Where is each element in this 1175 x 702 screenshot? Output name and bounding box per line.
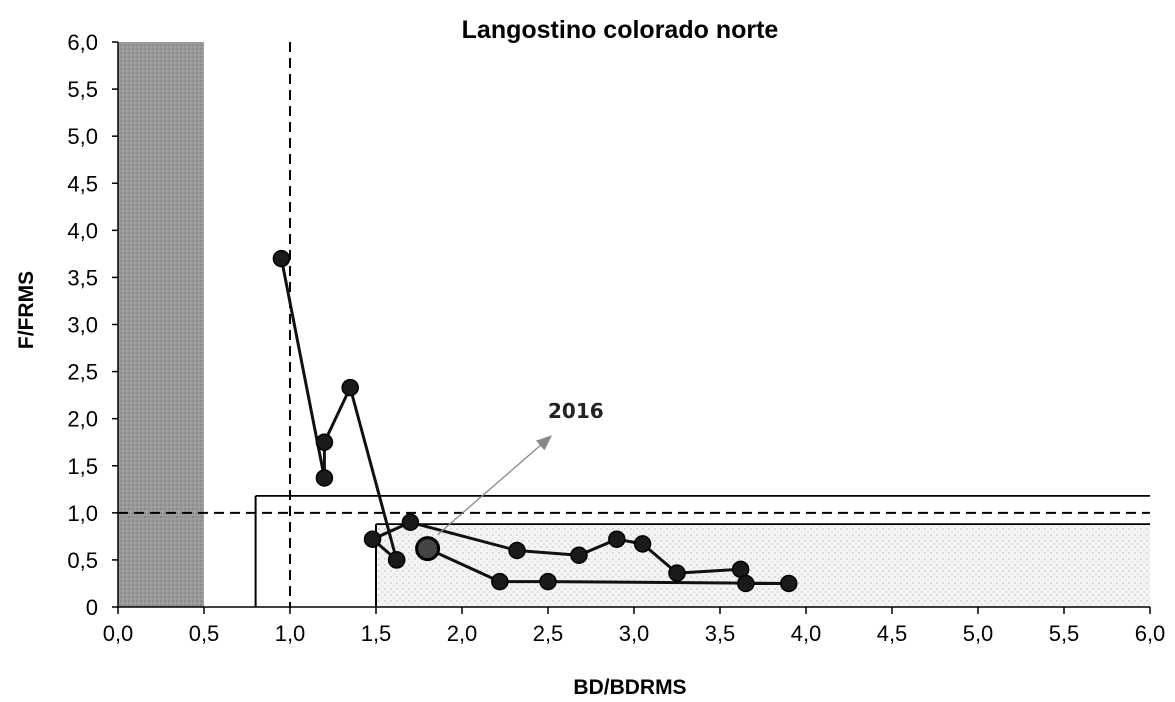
data-point <box>608 530 626 548</box>
y-tick-label: 1,5 <box>67 454 98 479</box>
x-tick-label: 2,0 <box>447 621 478 646</box>
y-tick-label: 1,0 <box>67 501 98 526</box>
axes <box>117 42 1150 608</box>
x-tick-label: 5,5 <box>1049 621 1080 646</box>
x-tick-label: 4,5 <box>877 621 908 646</box>
x-tick-label: 3,5 <box>705 621 736 646</box>
x-tick-label: 0,5 <box>189 621 220 646</box>
y-tick-label: 3,0 <box>67 313 98 338</box>
data-point <box>415 536 441 562</box>
x-axis-label: BD/BDRMS <box>573 676 686 699</box>
x-tick-label: 4,0 <box>791 621 822 646</box>
data-point <box>780 574 798 593</box>
y-tick-label: 2,0 <box>67 407 98 432</box>
y-tick-label: 0,5 <box>67 548 98 573</box>
data-point <box>668 564 686 582</box>
data-point <box>633 535 652 553</box>
y-tick-label: 6,0 <box>67 30 98 55</box>
x-ticks: 0,0 0,5 1,0 1,5 2,0 2,5 3,0 3,5 4,0 4,5 5,0 5,5 6,0 <box>103 607 1166 646</box>
x-tick-label: 6,0 <box>1135 621 1166 646</box>
data-point <box>508 541 526 560</box>
data-point <box>401 513 420 531</box>
y-tick-label: 4,0 <box>67 218 98 243</box>
x-tick-label: 0,0 <box>103 621 134 646</box>
y-tick-label: 4,5 <box>67 171 98 196</box>
data-series <box>272 249 798 593</box>
y-ticks: 0 0,5 1,0 1,5 2,0 2,5 3,0 3,5 4,0 4,5 5,0 5,5 6,0 <box>67 30 118 620</box>
annotation-label: 2016 <box>548 399 604 423</box>
y-tick-label: 2,5 <box>67 360 98 385</box>
y-axis-label: F/FRMS <box>15 271 38 349</box>
data-point <box>363 530 382 548</box>
y-tick-label: 5,0 <box>67 124 98 149</box>
data-point <box>539 572 557 591</box>
y-tick-label: 3,5 <box>67 265 98 290</box>
data-point <box>315 469 334 487</box>
annotation-arrow <box>437 435 552 536</box>
data-point <box>387 551 406 569</box>
safe-zone <box>376 524 1150 607</box>
chart-title: Langostino colorado norte <box>462 16 779 44</box>
x-tick-label: 1,0 <box>275 621 306 646</box>
data-point <box>570 546 588 564</box>
collapse-zone <box>118 42 204 607</box>
plot-background <box>118 42 1150 607</box>
data-point <box>737 574 755 593</box>
y-tick-label: 0 <box>86 595 98 620</box>
annotations: 2016 <box>437 399 604 536</box>
x-tick-label: 3,0 <box>619 621 650 646</box>
data-point <box>341 378 359 397</box>
data-point <box>315 433 334 451</box>
data-point <box>272 249 291 268</box>
x-tick-label: 1,5 <box>361 621 392 646</box>
x-tick-label: 5,0 <box>963 621 994 646</box>
data-point <box>491 572 509 591</box>
y-tick-label: 5,5 <box>67 77 98 102</box>
reference-lines <box>118 42 1150 607</box>
x-tick-label: 2,5 <box>533 621 564 646</box>
